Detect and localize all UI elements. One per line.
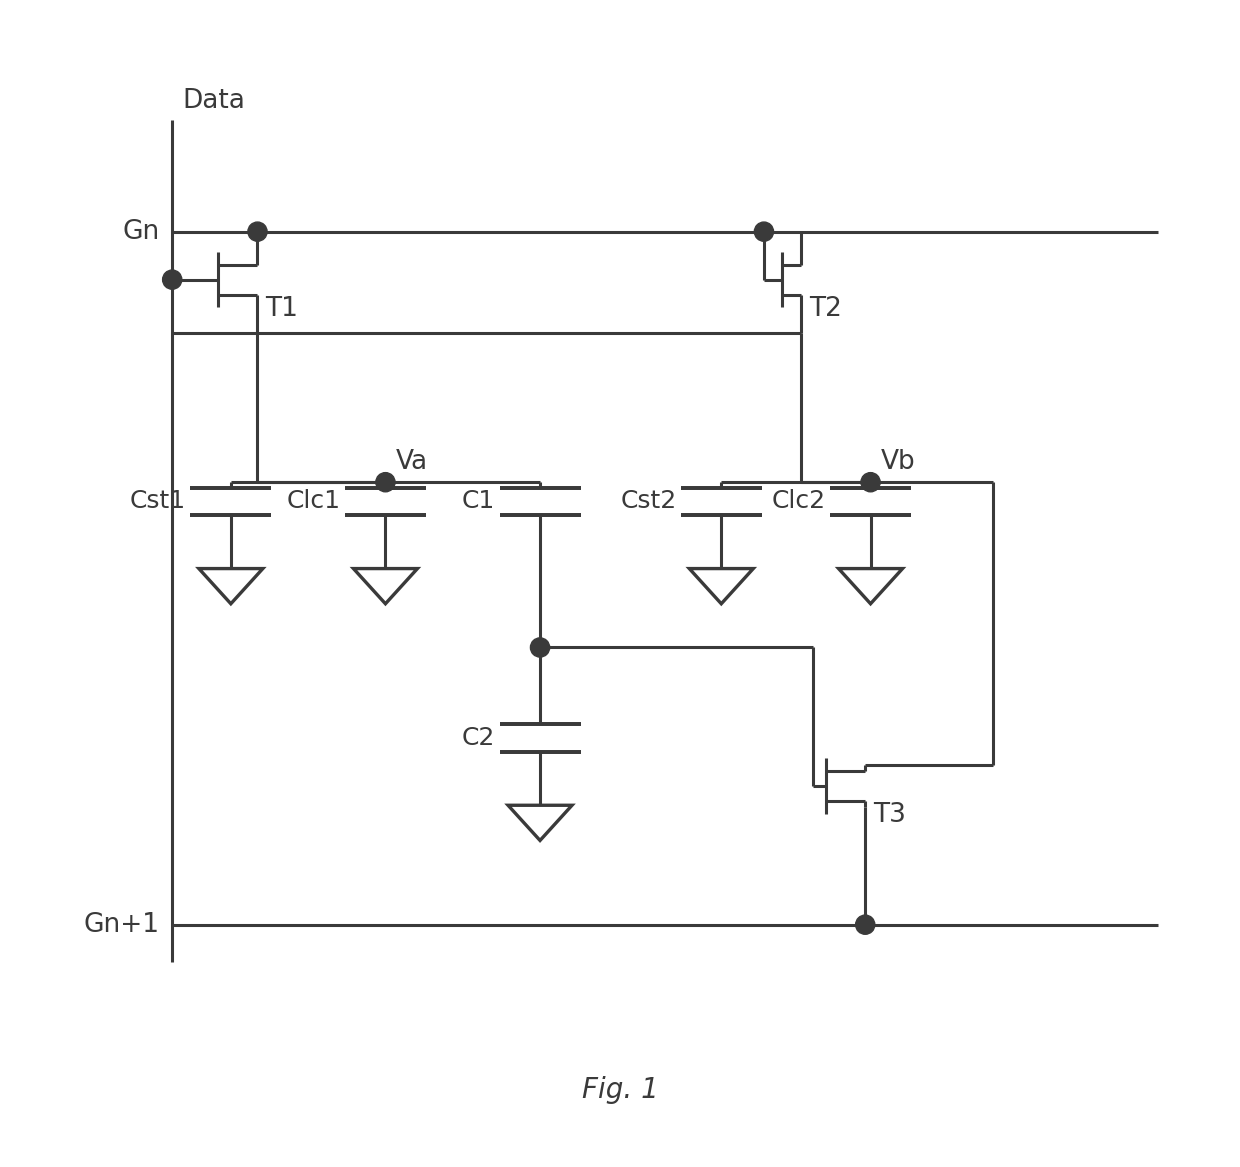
Circle shape bbox=[856, 915, 874, 935]
Text: Gn: Gn bbox=[123, 218, 160, 245]
Circle shape bbox=[531, 638, 549, 657]
Text: Va: Va bbox=[396, 449, 428, 475]
Text: Cst1: Cst1 bbox=[130, 489, 186, 513]
Circle shape bbox=[754, 222, 774, 242]
Circle shape bbox=[248, 222, 267, 242]
Text: Vb: Vb bbox=[882, 449, 916, 475]
Text: Clc2: Clc2 bbox=[771, 489, 826, 513]
Text: Data: Data bbox=[182, 89, 246, 114]
Text: Fig. 1: Fig. 1 bbox=[582, 1076, 658, 1104]
Circle shape bbox=[162, 270, 182, 289]
Text: C1: C1 bbox=[463, 489, 495, 513]
Text: Clc1: Clc1 bbox=[286, 489, 341, 513]
Text: C2: C2 bbox=[461, 726, 495, 750]
Text: T1: T1 bbox=[265, 295, 298, 322]
Text: T3: T3 bbox=[873, 802, 905, 829]
Text: T2: T2 bbox=[808, 295, 842, 322]
Circle shape bbox=[376, 473, 396, 491]
Text: Cst2: Cst2 bbox=[620, 489, 677, 513]
Circle shape bbox=[861, 473, 880, 491]
Text: Gn+1: Gn+1 bbox=[83, 911, 160, 937]
